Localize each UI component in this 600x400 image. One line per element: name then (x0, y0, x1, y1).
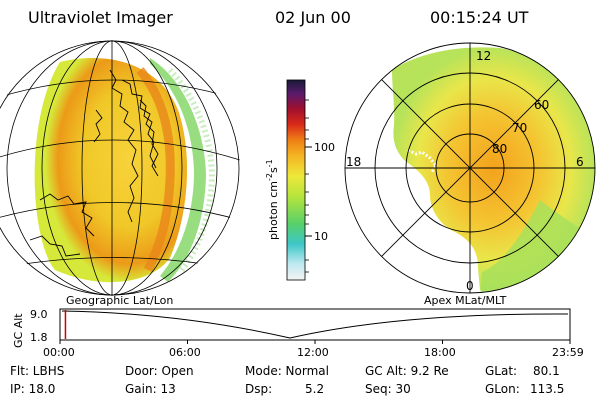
time-tick-4: 23:59 (552, 346, 584, 359)
geographic-label: Geographic Lat/Lon (66, 294, 173, 307)
glat-value: 80.1 (533, 364, 560, 378)
mlt-label-6: 6 (576, 155, 584, 169)
timeline-y-bottom: 1.8 (30, 331, 48, 344)
gc-alt-status: GC Alt: 9.2 Re (365, 364, 449, 378)
mlt-label-0: 0 (466, 279, 474, 293)
mlt-label-12: 12 (476, 49, 491, 63)
polar-mlt-plot: 12 18 6 0 60 70 80 (344, 42, 596, 294)
instrument-title: Ultraviolet Imager (28, 8, 173, 27)
coastline-outline (29, 69, 159, 257)
mlat-label-60: 60 (534, 98, 549, 112)
time-label: 00:15:24 UT (430, 8, 529, 27)
filter-status: Flt: LBHS (10, 364, 65, 378)
dsp-value: 5.2 (305, 382, 325, 396)
gain-status: Gain: 13 (125, 382, 176, 396)
colorbar-unit-label: photon cm-2s-1 (265, 159, 280, 240)
intensity-colorbar: 100 10 photon cm-2s-1 (265, 79, 335, 281)
mlt-label-18: 18 (346, 155, 361, 169)
glat-label: GLat: (485, 364, 518, 378)
glon-label: GLon: (485, 382, 520, 396)
seq-status: Seq: 30 (365, 382, 411, 396)
geographic-projection (0, 40, 240, 296)
mode-status: Mode: Normal (245, 364, 329, 378)
dsp-label: Dsp: (245, 382, 273, 396)
door-status: Door: Open (125, 364, 194, 378)
glon-value: 113.5 (530, 382, 565, 396)
mlat-label-70: 70 (512, 121, 527, 135)
time-tick-2: 12:00 (297, 346, 329, 359)
ip-status: IP: 18.0 (10, 382, 56, 396)
time-tick-1: 06:00 (169, 346, 201, 359)
date-label: 02 Jun 00 (275, 8, 351, 27)
orbit-timeline: Geographic Lat/Lon Apex MLat/MLT GC Alt … (12, 294, 584, 359)
colorbar-tick-100: 100 (314, 141, 335, 154)
time-tick-0: 00:00 (43, 346, 75, 359)
timeline-axis-title: GC Alt (12, 313, 25, 348)
timeline-y-top: 9.0 (30, 308, 48, 321)
apex-label: Apex MLat/MLT (424, 294, 507, 307)
colorbar-tick-10: 10 (314, 230, 328, 243)
mlat-label-80: 80 (492, 142, 507, 156)
time-tick-3: 18:00 (424, 346, 456, 359)
